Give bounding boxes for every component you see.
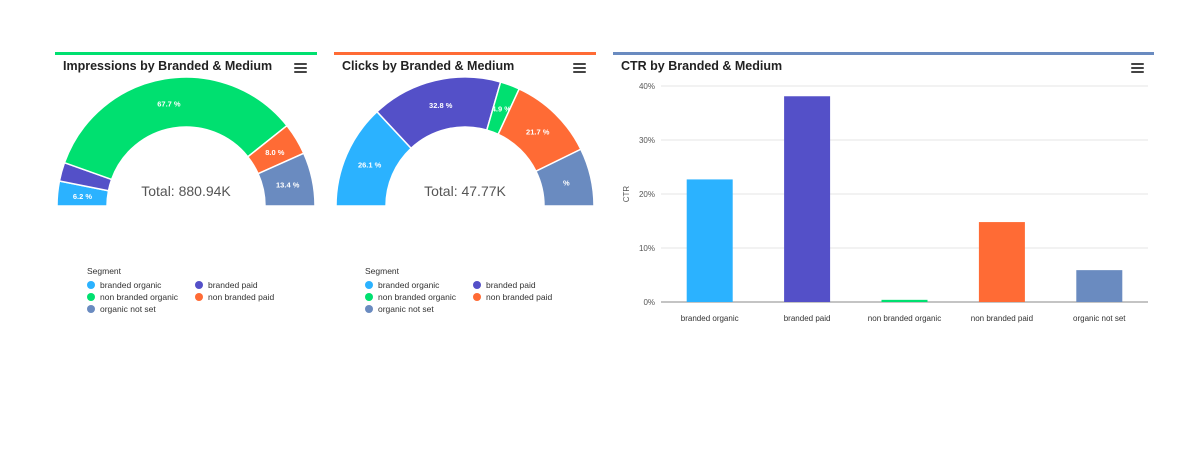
menu-icon[interactable] [573,63,586,73]
legend-item-branded-organic[interactable]: branded organic [365,280,473,290]
y-axis-label: CTR [622,186,631,203]
bar-non-branded-organic[interactable] [881,299,928,302]
legend-label: organic not set [378,304,434,314]
chart-title: CTR by Branded & Medium [621,59,783,73]
slice-organic-not-set[interactable] [534,148,595,207]
slice-label: 6.2 % [73,192,93,201]
chart-title: Clicks by Branded & Medium [342,59,515,73]
slice-label: 32.8 % [429,101,453,110]
legend-marker [87,281,95,289]
slice-label: 67.7 % [157,99,181,108]
y-tick-label: 0% [643,298,655,307]
impressions-semi-donut: 6.2 % 67.7 % 8.0 % 13.4 % Total: 880.94K [56,76,316,207]
legend-item-branded-paid[interactable]: branded paid [473,280,573,290]
legend-label: non branded paid [486,292,553,302]
slice-label: 8.0 % [265,148,285,157]
legend-label: branded paid [486,280,536,290]
legend: Segment branded organic branded paid non b… [87,266,295,314]
x-tick-label: branded organic [681,314,739,323]
slice-label: 26.1 % [358,161,382,170]
bar-organic-not-set[interactable] [1076,270,1123,302]
legend-title: Segment [365,266,400,276]
x-tick-label: branded paid [784,314,831,323]
panel-accent-bar [55,52,317,55]
legend-marker [87,293,95,301]
legend-item-non-branded-organic[interactable]: non branded organic [365,292,473,302]
legend-marker [473,293,481,301]
clicks-panel: Clicks by Branded & Medium 26.1 % 32.8 % 4… [334,52,596,332]
bar-branded-organic[interactable] [686,179,733,302]
legend-item-organic-not-set[interactable]: organic not set [87,304,195,314]
legend-label: non branded organic [100,292,178,302]
legend-label: non branded paid [208,292,275,302]
legend-label: branded paid [208,280,258,290]
x-tick-label: organic not set [1073,314,1126,323]
bar-branded-paid[interactable] [784,96,831,302]
legend-item-non-branded-organic[interactable]: non branded organic [87,292,195,302]
ctr-panel: CTR by Branded & Medium 0% 10% 20% 30% 40% CT… [613,52,1154,332]
menu-icon[interactable] [1131,63,1144,73]
slice-label: % [563,179,570,188]
legend-label: non branded organic [378,292,456,302]
y-tick-label: 10% [639,244,655,253]
legend-label: branded organic [378,280,440,290]
panel-accent-bar [613,52,1154,55]
slice-label: 13.4 % [276,180,300,189]
legend-marker [365,293,373,301]
clicks-semi-donut: 26.1 % 32.8 % 4.9 % 21.7 %% Total: 47.77K [335,76,595,207]
legend-item-non-branded-paid[interactable]: non branded paid [473,292,573,302]
impressions-panel: Impressions by Branded & Medium 6.2 % 67.… [55,52,317,332]
x-tick-label: non branded paid [971,314,1033,323]
slice-non-branded-organic[interactable] [63,76,288,181]
chart-title: Impressions by Branded & Medium [63,59,273,73]
panel-accent-bar [334,52,596,55]
legend-marker [365,281,373,289]
center-total: Total: 880.94K [141,183,231,199]
ctr-bar-chart: 0% 10% 20% 30% 40% CTR branded organic branded … [622,82,1148,323]
x-tick-label: non branded organic [868,314,941,323]
legend-marker [473,281,481,289]
legend-item-organic-not-set[interactable]: organic not set [365,304,473,314]
menu-icon[interactable] [294,63,307,73]
y-tick-label: 40% [639,82,655,91]
slice-organic-not-set[interactable] [257,152,316,207]
legend-marker [87,305,95,313]
y-tick-label: 30% [639,136,655,145]
legend-label: organic not set [100,304,156,314]
legend-marker [195,281,203,289]
center-total: Total: 47.77K [424,183,506,199]
slice-label: 21.7 % [526,128,550,137]
slice-label: 4.9 % [492,105,512,114]
bar-non-branded-paid[interactable] [978,222,1025,302]
legend-marker [365,305,373,313]
legend-title: Segment [87,266,122,276]
legend-label: branded organic [100,280,162,290]
legend: Segment branded organic branded paid non b… [365,266,573,314]
legend-item-non-branded-paid[interactable]: non branded paid [195,292,295,302]
legend-marker [195,293,203,301]
legend-item-branded-organic[interactable]: branded organic [87,280,195,290]
y-tick-label: 20% [639,190,655,199]
legend-item-branded-paid[interactable]: branded paid [195,280,295,290]
